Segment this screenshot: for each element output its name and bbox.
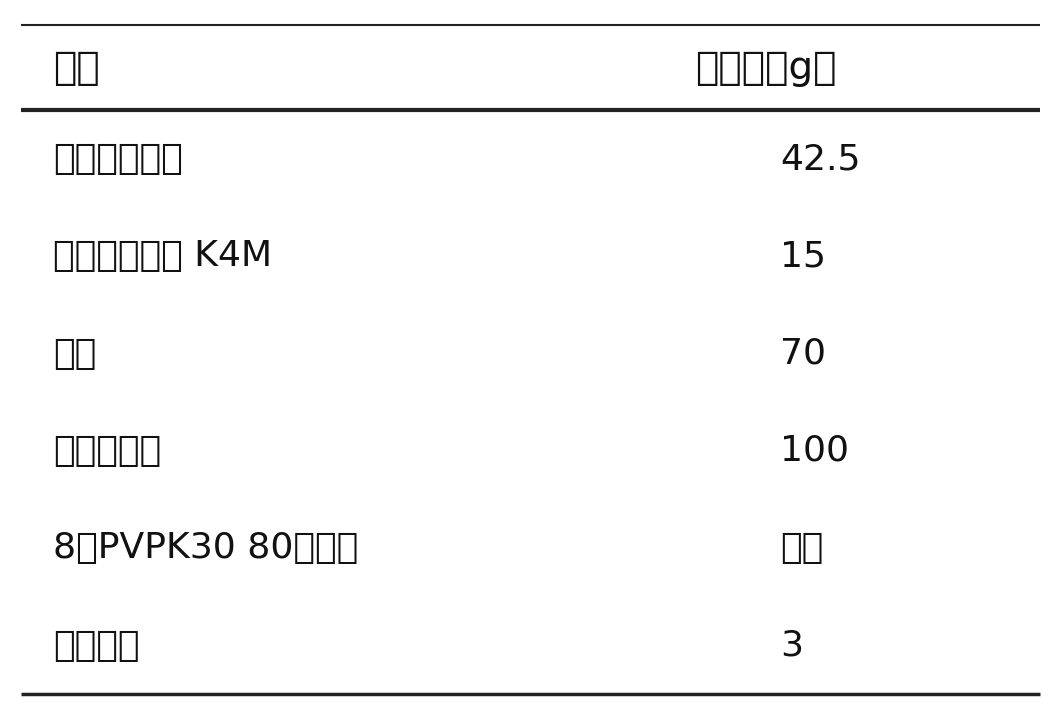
- Text: 处方量（g）: 处方量（g）: [695, 48, 836, 87]
- Text: 硬脂酸镁: 硬脂酸镁: [53, 629, 140, 663]
- Text: 盐酸文拉法辛: 盐酸文拉法辛: [53, 142, 182, 176]
- Text: 8％PVPK30 80％乙醇: 8％PVPK30 80％乙醇: [53, 531, 359, 565]
- Text: 处方: 处方: [53, 48, 100, 87]
- Text: 15: 15: [780, 239, 825, 273]
- Text: 42.5: 42.5: [780, 142, 860, 176]
- Text: 微晶纤维素: 微晶纤维素: [53, 434, 161, 468]
- Text: 100: 100: [780, 434, 849, 468]
- Text: 羟丙甲纤维素 K4M: 羟丙甲纤维素 K4M: [53, 239, 273, 273]
- Text: 3: 3: [780, 629, 803, 663]
- Text: 适量: 适量: [780, 531, 823, 565]
- Text: 70: 70: [780, 337, 825, 371]
- Text: 乳糖: 乳糖: [53, 337, 97, 371]
